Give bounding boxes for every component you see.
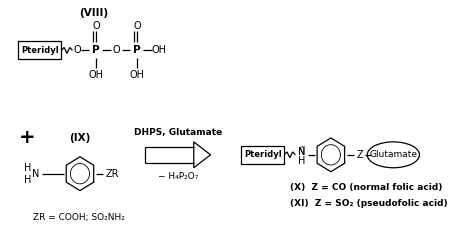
Text: O: O: [133, 21, 141, 31]
Bar: [145, 147, 194, 163]
Text: H: H: [24, 175, 31, 185]
Text: P: P: [133, 45, 141, 55]
Text: (X)  Z = CO (normal folic acid): (X) Z = CO (normal folic acid): [290, 183, 442, 192]
Text: O: O: [73, 45, 81, 55]
Text: P: P: [92, 45, 100, 55]
Text: N: N: [298, 147, 306, 157]
Text: − H₄P₂O₇: − H₄P₂O₇: [158, 172, 198, 181]
Text: H: H: [298, 156, 306, 166]
Text: Pteridyl: Pteridyl: [244, 150, 282, 159]
Text: Ñ: Ñ: [298, 147, 306, 157]
Text: H: H: [24, 163, 31, 173]
Text: OH: OH: [152, 45, 167, 55]
Text: +: +: [18, 128, 35, 147]
Text: O: O: [92, 21, 100, 31]
Text: ZR = COOH; SO₂NH₂: ZR = COOH; SO₂NH₂: [33, 213, 125, 222]
Polygon shape: [194, 142, 210, 168]
Text: Z: Z: [356, 150, 363, 160]
Bar: [18, 41, 61, 59]
Text: OH: OH: [88, 70, 103, 80]
Text: O: O: [112, 45, 120, 55]
Text: (IX): (IX): [69, 133, 91, 143]
Text: OH: OH: [129, 70, 145, 80]
Text: ZR: ZR: [106, 169, 119, 179]
Text: (VIII): (VIII): [80, 8, 109, 18]
Ellipse shape: [367, 142, 419, 168]
Text: N: N: [32, 169, 40, 179]
Text: Pteridyl: Pteridyl: [21, 46, 59, 55]
Bar: [241, 146, 284, 164]
Text: (XI)  Z = SO₂ (pseudofolic acid): (XI) Z = SO₂ (pseudofolic acid): [290, 199, 447, 208]
Text: Glutamate: Glutamate: [369, 150, 417, 159]
Text: DHPS, Glutamate: DHPS, Glutamate: [134, 128, 222, 137]
